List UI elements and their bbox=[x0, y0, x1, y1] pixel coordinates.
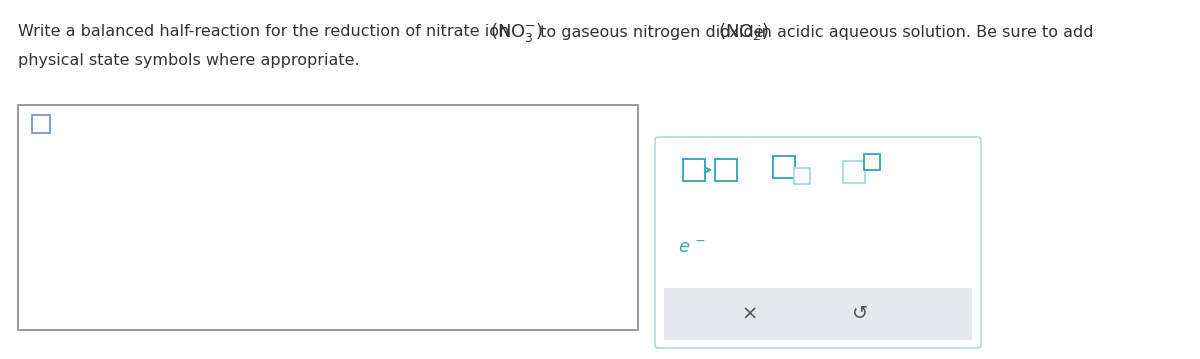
Bar bbox=[773, 156, 796, 178]
Text: $\left(\mathrm{NO_3^{-}}\right)$: $\left(\mathrm{NO_3^{-}}\right)$ bbox=[490, 20, 544, 43]
Text: ↺: ↺ bbox=[852, 304, 868, 323]
Bar bbox=[794, 168, 810, 184]
Bar bbox=[715, 159, 737, 181]
Bar bbox=[842, 161, 865, 183]
Text: in acidic aqueous solution. Be sure to add: in acidic aqueous solution. Be sure to a… bbox=[752, 24, 1093, 39]
Bar bbox=[32, 115, 50, 133]
Text: Write a balanced half-reaction for the reduction of nitrate ion: Write a balanced half-reaction for the r… bbox=[18, 24, 515, 39]
Text: to gaseous nitrogen dioxide: to gaseous nitrogen dioxide bbox=[535, 24, 769, 39]
FancyBboxPatch shape bbox=[655, 137, 982, 348]
FancyBboxPatch shape bbox=[664, 288, 972, 340]
Text: $\left(\mathrm{NO_2}\right)$: $\left(\mathrm{NO_2}\right)$ bbox=[718, 22, 769, 42]
Text: ×: × bbox=[742, 304, 758, 323]
Text: physical state symbols where appropriate.: physical state symbols where appropriate… bbox=[18, 52, 360, 67]
Text: $\mathit{e}^{\,-}$: $\mathit{e}^{\,-}$ bbox=[678, 239, 706, 257]
Bar bbox=[18, 105, 638, 330]
Bar bbox=[683, 159, 706, 181]
Bar bbox=[864, 154, 880, 170]
